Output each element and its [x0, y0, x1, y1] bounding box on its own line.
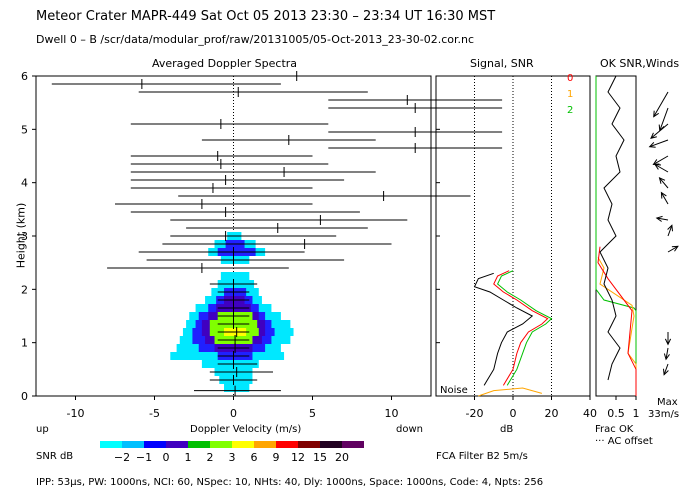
colorbar-swatch	[100, 441, 122, 448]
wind-arrow	[653, 91, 669, 117]
x-tick-label: 1	[633, 407, 640, 420]
colorbar-tick-label: 12	[291, 451, 305, 464]
wind-arrow	[653, 155, 669, 165]
y-tick-label: 4	[21, 177, 28, 190]
x-tick-label: 10	[385, 407, 399, 420]
wind-arrow-head	[663, 353, 670, 361]
wind-arrow	[659, 177, 669, 189]
colorbar-swatch	[254, 441, 276, 448]
colorbar-label: SNR dB	[36, 451, 74, 462]
x-tick-label: -20	[466, 407, 484, 420]
colorbar-swatch	[122, 441, 144, 448]
y-tick-label: 2	[21, 283, 28, 296]
x-tick-label: 20	[545, 407, 559, 420]
wind-arrow-head	[667, 224, 674, 232]
frac-ok-label: Frac OK	[595, 424, 634, 435]
snr-xlabel: dB	[500, 424, 514, 435]
down-label: down	[396, 424, 423, 435]
y-tick-label: 6	[21, 70, 28, 83]
x-tick-label: 5	[309, 407, 316, 420]
colorbar-tick-label: −2	[114, 451, 130, 464]
x-axis-label: Doppler Velocity (m/s)	[190, 424, 302, 435]
wind-arrow-head	[660, 191, 667, 199]
x-tick-label: 0.5	[607, 407, 625, 420]
wind-arrow	[659, 107, 669, 131]
dwell-path: Dwell 0 – B /scr/data/modular_prof/raw/2…	[36, 33, 475, 46]
wind-arrow	[667, 245, 679, 253]
colorbar-tick-label: 6	[251, 451, 258, 464]
max-value: 33m/s	[648, 409, 680, 420]
ac-offset-label: ··· AC offset	[595, 436, 653, 447]
wind-arrow	[660, 192, 669, 205]
x-tick-label: 0	[230, 407, 237, 420]
colorbar-swatch	[320, 441, 342, 448]
fca-filter: FCA Filter B2 5m/s	[436, 451, 528, 462]
spectra-cell	[220, 272, 250, 280]
x-tick-label: -5	[149, 407, 160, 420]
frac-ok-series	[599, 75, 625, 381]
colorbar-tick-label: 20	[335, 451, 349, 464]
wind-arrow	[649, 139, 669, 148]
snr-series	[496, 270, 553, 386]
up-label: up	[36, 424, 49, 435]
wind-arrow-head	[652, 159, 660, 165]
wind-arrow-head	[654, 163, 662, 170]
winds-title: OK SNR,Winds	[600, 57, 680, 70]
spectra-cell	[224, 384, 250, 392]
wind-arrow	[663, 363, 669, 375]
colorbar-tick-label: 0	[163, 451, 170, 464]
legend-ok-0: 0	[567, 73, 574, 84]
colorbar-tick-label: 2	[207, 451, 214, 464]
legend-ok-2: 2	[567, 105, 574, 116]
snr-series	[493, 270, 549, 386]
x-tick-label: -10	[67, 407, 85, 420]
frac-ok-series	[597, 246, 637, 396]
spectra-title: Averaged Doppler Spectra	[152, 57, 298, 70]
page-title: Meteor Crater MAPR-449 Sat Oct 05 2013 2…	[36, 9, 496, 24]
colorbar-tick-label: 15	[313, 451, 327, 464]
snr-series	[478, 387, 543, 397]
wind-arrow-head	[653, 110, 659, 118]
max-label: Max	[657, 397, 678, 408]
wind-arrow	[650, 123, 669, 139]
footer-params: IPP: 53μs, PW: 1000ns, NCI: 60, NSpec: 1…	[36, 477, 544, 488]
snr-series	[473, 272, 534, 386]
y-tick-label: 0	[21, 390, 28, 403]
snr-title: Signal, SNR	[470, 57, 534, 70]
wind-arrow	[654, 164, 669, 173]
wind-arrow-head	[664, 338, 672, 346]
wind-arrow-head	[650, 132, 657, 140]
y-tick-label: 1	[21, 337, 28, 350]
wind-arrow-head	[658, 177, 666, 184]
wind-arrow	[665, 347, 669, 360]
y-axis-label: Height (km)	[14, 202, 28, 269]
x-tick-label: 0	[510, 407, 517, 420]
colorbar-swatch	[144, 441, 166, 448]
colorbar-swatch	[166, 441, 188, 448]
colorbar-swatch	[298, 441, 320, 448]
colorbar-swatch	[276, 441, 298, 448]
wind-arrow	[656, 217, 669, 221]
y-tick-label: 3	[21, 230, 28, 243]
wind-arrow-head	[648, 142, 656, 148]
colorbar-tick-label: 1	[185, 451, 192, 464]
frac-ok-series	[595, 76, 637, 396]
wind-arrow-head	[662, 368, 669, 376]
colorbar-tick-label: −1	[136, 451, 152, 464]
colorbar-swatch	[232, 441, 254, 448]
colorbar-swatch	[342, 441, 364, 448]
colorbar-tick-label: 9	[273, 451, 280, 464]
wind-arrow-head	[671, 245, 679, 252]
noise-label: Noise	[440, 385, 468, 396]
x-tick-label: 40	[583, 407, 597, 420]
colorbar-swatch	[210, 441, 232, 448]
legend-ok-1: 1	[567, 89, 574, 100]
y-tick-label: 5	[21, 123, 28, 136]
wind-arrow	[667, 225, 673, 237]
wind-arrow-head	[655, 215, 663, 222]
colorbar-tick-label: 3	[229, 451, 236, 464]
colorbar-swatch	[188, 441, 210, 448]
